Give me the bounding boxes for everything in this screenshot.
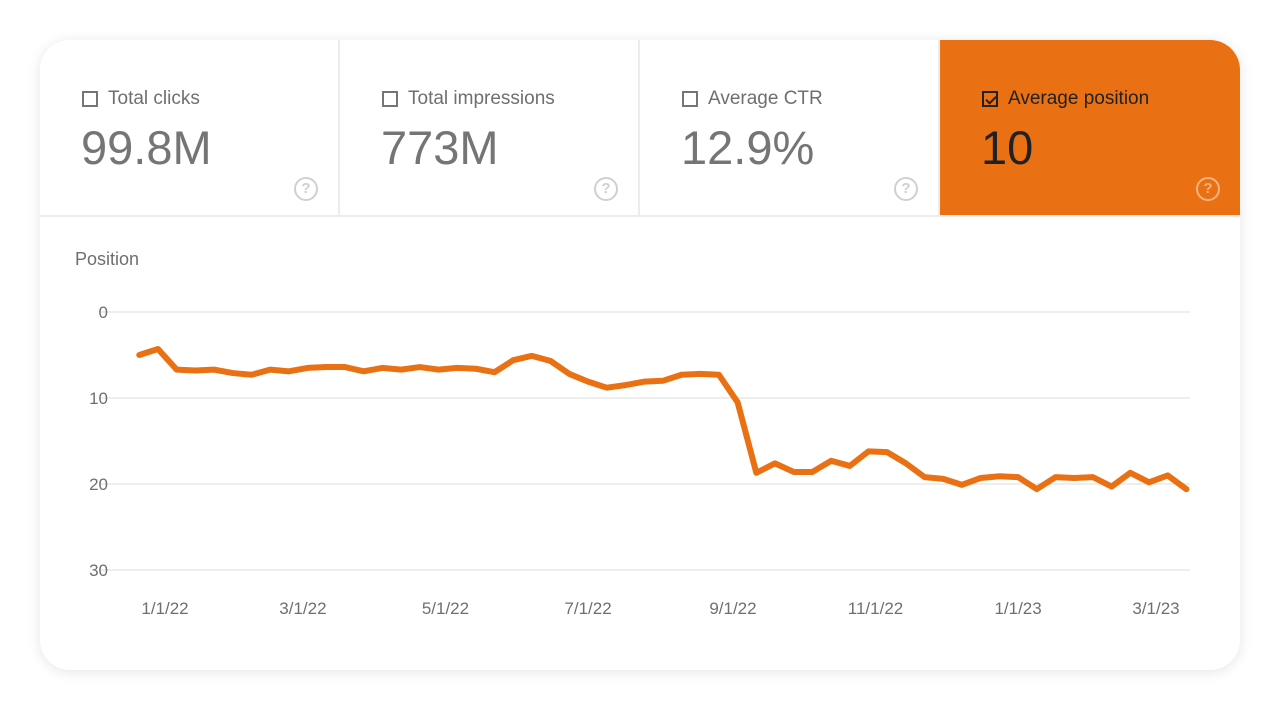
checkbox-checked-icon[interactable] <box>982 91 998 107</box>
x-tick-label: 3/1/22 <box>279 599 326 618</box>
performance-card: Total clicks 99.8M ? Total impressions 7… <box>40 40 1240 670</box>
checkbox-icon[interactable] <box>382 91 398 107</box>
x-tick-label: 9/1/22 <box>709 599 756 618</box>
metric-value: 773M <box>381 121 499 174</box>
y-tick-label: 0 <box>99 303 108 322</box>
x-tick-label: 1/1/22 <box>141 599 188 618</box>
help-icon[interactable]: ? <box>594 177 618 201</box>
checkbox-icon[interactable] <box>682 91 698 107</box>
metric-label: Average position <box>1008 88 1150 109</box>
metric-label: Average CTR <box>708 88 823 109</box>
metric-tile-total-clicks[interactable]: Total clicks 99.8M ? <box>40 40 340 215</box>
y-tick-label: 10 <box>89 389 108 408</box>
x-tick-label: 11/1/22 <box>848 599 903 618</box>
x-tick-label: 3/1/23 <box>1132 599 1179 618</box>
x-tick-label: 1/1/23 <box>994 599 1041 618</box>
x-tick-label: 7/1/22 <box>564 599 611 618</box>
series-line <box>136 345 1190 493</box>
help-icon[interactable]: ? <box>1196 177 1220 201</box>
metric-label: Total clicks <box>108 88 200 109</box>
checkbox-icon[interactable] <box>82 91 98 107</box>
help-icon[interactable]: ? <box>294 177 318 201</box>
metric-value: 10 <box>981 121 1034 174</box>
y-tick-label: 30 <box>89 561 108 580</box>
metric-tiles: Total clicks 99.8M ? Total impressions 7… <box>40 40 1240 217</box>
metric-tile-average-ctr[interactable]: Average CTR 12.9% ? <box>640 40 940 215</box>
help-icon[interactable]: ? <box>894 177 918 201</box>
y-tick-label: 20 <box>89 475 108 494</box>
metric-value: 99.8M <box>81 121 212 174</box>
y-axis-label: Position <box>75 249 140 269</box>
x-tick-label: 5/1/22 <box>422 599 469 618</box>
metric-value: 12.9% <box>681 121 815 174</box>
metric-label: Total impressions <box>408 88 555 109</box>
metric-tile-average-position[interactable]: Average position 10 ? <box>940 40 1240 215</box>
metric-tile-total-impressions[interactable]: Total impressions 773M ? <box>340 40 640 215</box>
